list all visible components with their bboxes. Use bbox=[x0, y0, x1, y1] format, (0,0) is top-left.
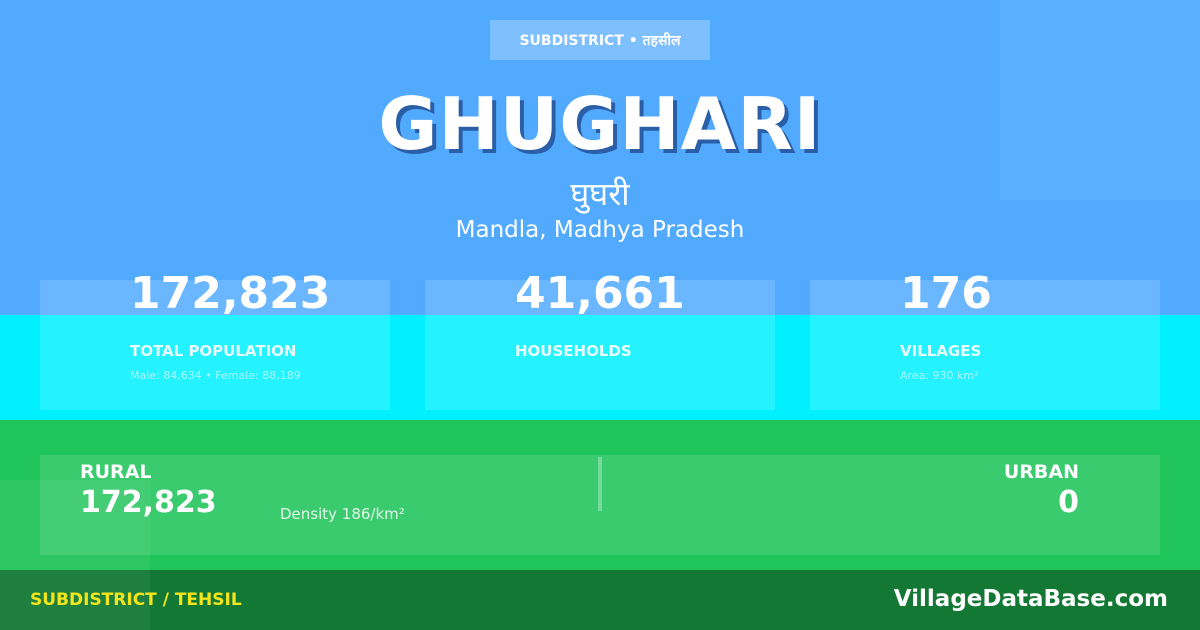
density: Density 186/km² bbox=[280, 505, 405, 523]
decorative-square bbox=[1000, 0, 1200, 200]
stat-card-households: 41,661 HOUSEHOLDS bbox=[425, 268, 775, 410]
footer-category: SUBDISTRICT / TEHSIL bbox=[30, 590, 242, 610]
urban-value: 0 bbox=[1058, 485, 1079, 520]
stat-value: 41,661 bbox=[515, 268, 685, 319]
decorative-square bbox=[0, 480, 150, 630]
stat-label: HOUSEHOLDS bbox=[515, 342, 632, 360]
stat-value: 176 bbox=[900, 268, 992, 319]
stat-sub: Male: 84,634 • Female: 88,189 bbox=[130, 369, 301, 382]
urban-label: URBAN bbox=[1003, 461, 1079, 483]
location: Mandla, Madhya Pradesh bbox=[455, 217, 745, 243]
stat-label: TOTAL POPULATION bbox=[130, 342, 297, 360]
page-title: GHUGHARI bbox=[378, 82, 822, 166]
stats-band bbox=[0, 315, 1200, 420]
stat-value: 172,823 bbox=[130, 268, 331, 319]
divider bbox=[598, 457, 602, 511]
title-hindi: घुघरी bbox=[570, 175, 630, 213]
rural-label: RURAL bbox=[80, 461, 152, 483]
stat-label: VILLAGES bbox=[900, 342, 982, 360]
type-badge: SUBDISTRICT • तहसील bbox=[490, 20, 710, 60]
rural-urban-box bbox=[40, 455, 1160, 555]
stat-card-villages: 176 VILLAGES Area: 930 km² bbox=[810, 268, 1160, 410]
header-band bbox=[0, 0, 1200, 315]
footer-band bbox=[0, 570, 1200, 630]
stat-sub: Area: 930 km² bbox=[900, 369, 979, 382]
stat-card-population: 172,823 TOTAL POPULATION Male: 84,634 • … bbox=[40, 268, 390, 410]
breakdown-band bbox=[0, 420, 1200, 570]
rural-value: 172,823 bbox=[80, 485, 217, 520]
site-link[interactable]: VillageDataBase.com bbox=[893, 586, 1168, 612]
